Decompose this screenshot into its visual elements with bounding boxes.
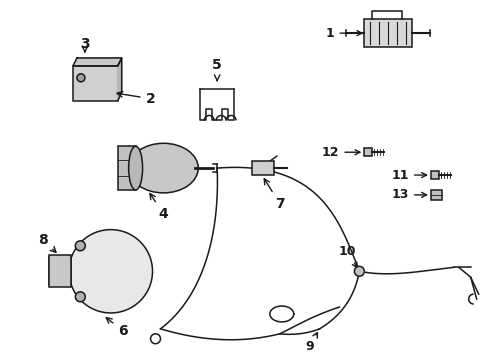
Text: 8: 8 bbox=[38, 233, 56, 252]
FancyBboxPatch shape bbox=[118, 146, 136, 190]
Polygon shape bbox=[73, 58, 122, 66]
FancyBboxPatch shape bbox=[431, 171, 439, 179]
Circle shape bbox=[150, 334, 161, 344]
Text: 4: 4 bbox=[150, 194, 169, 221]
Circle shape bbox=[75, 241, 85, 251]
Text: 13: 13 bbox=[392, 188, 427, 201]
FancyBboxPatch shape bbox=[365, 148, 372, 156]
FancyBboxPatch shape bbox=[431, 190, 442, 200]
Text: 6: 6 bbox=[106, 318, 127, 338]
Circle shape bbox=[77, 74, 85, 82]
Circle shape bbox=[354, 266, 365, 276]
Ellipse shape bbox=[129, 143, 198, 193]
Text: 10: 10 bbox=[339, 245, 357, 267]
Text: 9: 9 bbox=[305, 333, 318, 353]
FancyBboxPatch shape bbox=[49, 255, 71, 287]
Text: 5: 5 bbox=[212, 58, 222, 72]
FancyBboxPatch shape bbox=[365, 19, 412, 47]
Text: 2: 2 bbox=[117, 91, 155, 105]
Text: 3: 3 bbox=[80, 37, 90, 51]
Text: 12: 12 bbox=[322, 146, 360, 159]
Text: 7: 7 bbox=[264, 179, 285, 211]
Text: 1: 1 bbox=[326, 27, 362, 40]
Polygon shape bbox=[118, 58, 122, 100]
FancyBboxPatch shape bbox=[252, 161, 274, 175]
Text: 11: 11 bbox=[392, 168, 427, 181]
Circle shape bbox=[69, 230, 152, 313]
Ellipse shape bbox=[129, 146, 143, 190]
FancyBboxPatch shape bbox=[73, 66, 118, 100]
Circle shape bbox=[75, 292, 85, 302]
